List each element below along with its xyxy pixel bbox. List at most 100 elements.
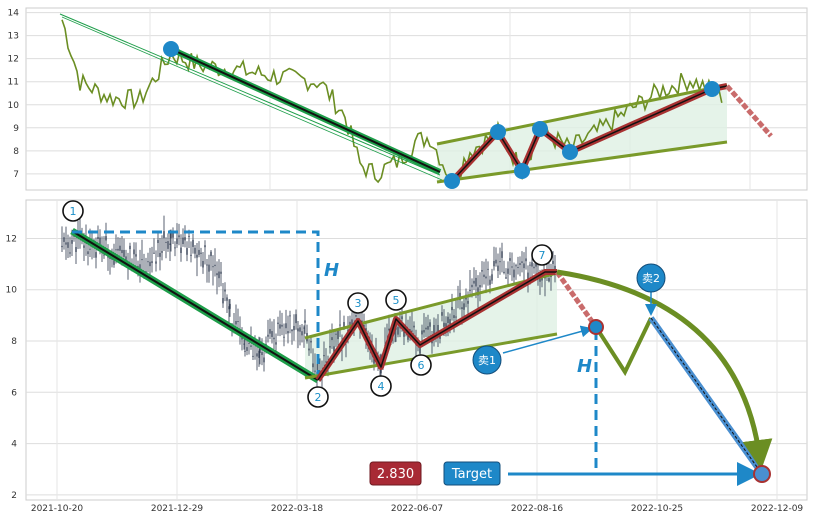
top-downtrend-core — [170, 48, 441, 173]
candle-body — [115, 249, 117, 251]
top-channel-lower — [436, 140, 728, 184]
bottom-channel-lower — [304, 332, 558, 380]
candle-body — [310, 340, 312, 343]
candle-body — [244, 350, 246, 352]
candle-body — [194, 247, 196, 254]
top-grid — [26, 8, 807, 190]
forecast-drop-1 — [554, 270, 599, 329]
candle-body — [515, 265, 517, 267]
bottom-y-tick-labels: 2 4 6 8 10 12 — [6, 234, 18, 500]
top-y-tick-label: 12 — [8, 55, 19, 65]
candle-body — [509, 258, 511, 261]
candle-body — [471, 284, 473, 288]
candle-body — [63, 237, 65, 242]
candle-body — [461, 307, 463, 310]
candle-body — [165, 241, 167, 243]
candle-body — [273, 337, 275, 340]
candle-body — [269, 329, 271, 334]
candle-body — [552, 260, 554, 264]
candle-body — [445, 323, 447, 327]
wave-label-circle — [307, 386, 329, 408]
wave-label-number: 2 — [315, 391, 322, 404]
candle-body — [497, 265, 499, 271]
candle-body — [521, 261, 523, 263]
candle-body — [188, 235, 190, 237]
sell1-pointer — [502, 325, 593, 354]
wave-label-circle — [347, 292, 369, 314]
candle-body — [83, 245, 85, 248]
candle-body — [200, 252, 202, 254]
wave-label-circle — [370, 375, 392, 397]
bottom-y-tick-label: 12 — [6, 234, 17, 244]
candle-body — [161, 251, 163, 253]
candle-body — [163, 231, 165, 239]
candle-body — [212, 266, 214, 268]
candle-body — [147, 261, 149, 263]
bottom-x-tick-label: 2021-10-20 — [31, 504, 84, 514]
top-marker-trough-2 — [562, 144, 578, 160]
candle-body — [467, 300, 469, 304]
sell1-badge — [472, 345, 502, 375]
candle-body — [182, 237, 184, 245]
candle-body — [289, 315, 291, 317]
wave-label-circle — [62, 200, 84, 222]
bottom-channel-upper — [304, 271, 558, 340]
top-y-tick-label: 8 — [13, 147, 19, 157]
candle-body — [293, 325, 295, 331]
candle-body — [214, 264, 216, 267]
candle-body — [523, 263, 525, 269]
candle-body — [169, 243, 171, 245]
target-label-box — [443, 461, 501, 486]
candle-body — [210, 251, 212, 257]
bottom-grid — [26, 200, 807, 500]
candle-body — [281, 324, 283, 327]
candle-body — [531, 262, 533, 267]
top-y-tick-label: 9 — [13, 124, 19, 134]
candle-body — [403, 329, 405, 337]
top-marker-peak-1 — [490, 124, 506, 140]
candle-body — [489, 279, 491, 285]
candle-body — [459, 292, 461, 301]
candle-body — [235, 320, 237, 325]
candle-body — [491, 274, 493, 281]
candle-body — [429, 322, 431, 327]
candle-body — [192, 239, 194, 247]
candle-body — [329, 346, 331, 348]
bottom-x-tick-labels: 2021-10-20 2021-12-29 2022-03-18 2022-06-07… — [31, 504, 804, 514]
candle-body — [204, 245, 206, 248]
candle-body — [202, 260, 204, 268]
candle-body — [123, 249, 125, 257]
candle-body — [220, 271, 222, 274]
wave-label-number: 3 — [355, 297, 362, 310]
candle-body — [314, 370, 316, 372]
candle-body — [248, 342, 250, 344]
sell2-label: 卖2 — [642, 272, 660, 285]
candle-body — [243, 343, 245, 345]
candle-body — [548, 278, 550, 282]
candle-body — [167, 241, 169, 249]
candle-body — [103, 254, 105, 256]
candle-body — [550, 275, 552, 277]
candle-body — [527, 272, 529, 282]
bottom-y-tick-label: 4 — [11, 440, 17, 450]
candle-body — [407, 334, 409, 340]
candle-body — [246, 347, 248, 351]
candle-body — [71, 240, 73, 244]
candle-body — [361, 320, 363, 323]
candle-body — [95, 252, 97, 258]
candle-body — [119, 245, 121, 251]
candle-body — [99, 237, 101, 247]
bottom-x-tick-label: 2022-08-16 — [511, 504, 564, 514]
candle-body — [325, 361, 327, 363]
candle-body — [291, 329, 293, 332]
candle-body — [335, 333, 337, 335]
candle-body — [447, 316, 449, 323]
candle-body — [355, 315, 357, 317]
candle-body — [174, 247, 176, 249]
candle-body — [121, 249, 123, 254]
target-value-box — [369, 461, 422, 486]
candle-body — [271, 331, 273, 337]
candle-body — [397, 326, 399, 335]
candle-body — [155, 261, 157, 264]
